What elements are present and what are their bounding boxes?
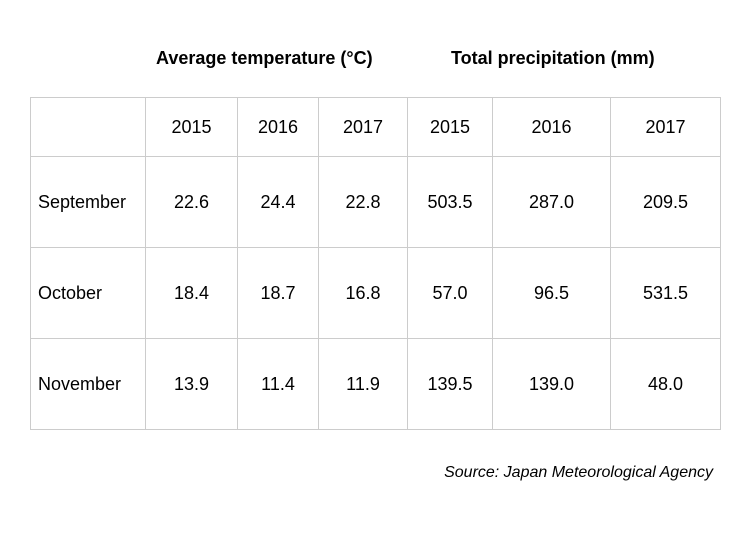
climate-table: 2015 2016 2017 2015 2016 2017 September …	[30, 97, 721, 430]
precipitation-cell: 139.5	[407, 338, 493, 430]
temperature-cell: 11.4	[237, 338, 319, 430]
precipitation-cell: 209.5	[610, 156, 721, 248]
month-label: September	[30, 156, 146, 248]
year-header-row: 2015 2016 2017 2015 2016 2017	[30, 97, 721, 157]
temperature-cell: 11.9	[318, 338, 408, 430]
precipitation-cell: 139.0	[492, 338, 611, 430]
year-header-cell: 2017	[610, 97, 721, 157]
precipitation-cell: 96.5	[492, 247, 611, 339]
temperature-cell: 18.4	[145, 247, 238, 339]
precipitation-cell: 531.5	[610, 247, 721, 339]
temperature-cell: 22.8	[318, 156, 408, 248]
year-header-cell: 2016	[492, 97, 611, 157]
precipitation-cell: 503.5	[407, 156, 493, 248]
month-label: November	[30, 338, 146, 430]
year-header-cell: 2017	[318, 97, 408, 157]
precipitation-cell: 287.0	[492, 156, 611, 248]
table-row-september: September 22.6 24.4 22.8 503.5 287.0 209…	[30, 156, 721, 248]
corner-cell	[30, 97, 146, 157]
precipitation-group-header: Total precipitation (mm)	[451, 48, 655, 68]
temperature-cell: 24.4	[237, 156, 319, 248]
temperature-group-header: Average temperature (°C)	[156, 48, 373, 68]
temperature-cell: 18.7	[237, 247, 319, 339]
year-header-cell: 2015	[407, 97, 493, 157]
precipitation-cell: 57.0	[407, 247, 493, 339]
temperature-cell: 22.6	[145, 156, 238, 248]
source-note: Source: Japan Meteorological Agency	[444, 464, 713, 481]
table-row-october: October 18.4 18.7 16.8 57.0 96.5 531.5	[30, 247, 721, 339]
temperature-cell: 16.8	[318, 247, 408, 339]
temperature-cell: 13.9	[145, 338, 238, 430]
precipitation-cell: 48.0	[610, 338, 721, 430]
year-header-cell: 2015	[145, 97, 238, 157]
month-label: October	[30, 247, 146, 339]
table-row-november: November 13.9 11.4 11.9 139.5 139.0 48.0	[30, 338, 721, 430]
year-header-cell: 2016	[237, 97, 319, 157]
